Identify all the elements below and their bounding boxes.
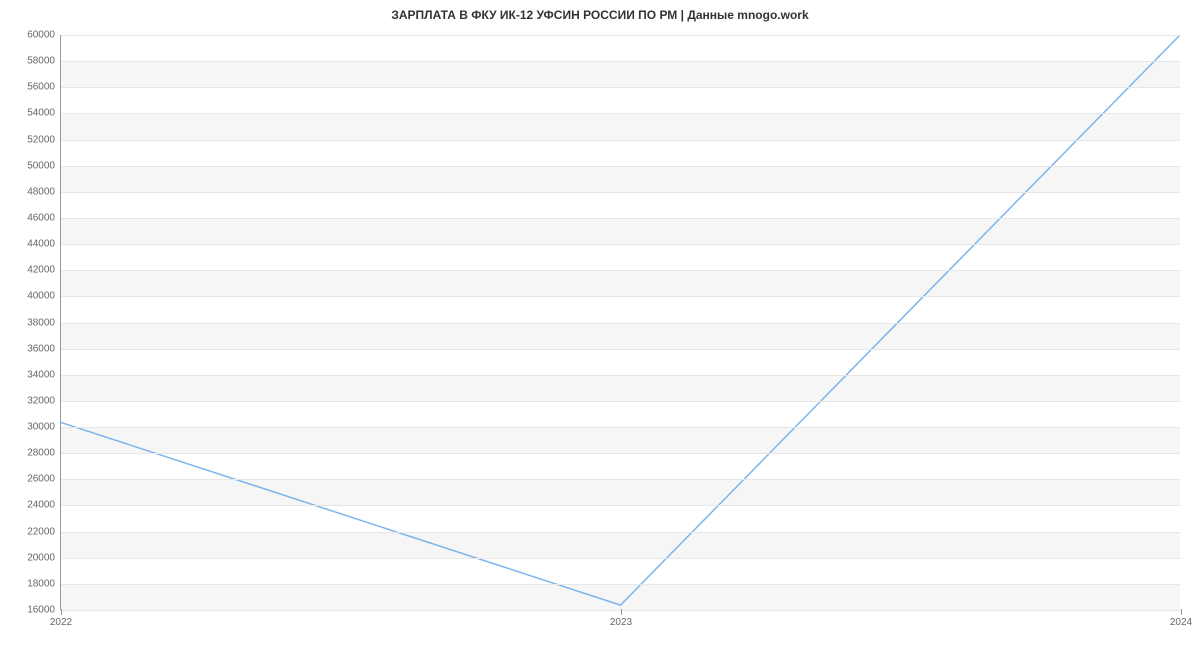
y-tick-label: 32000: [27, 395, 55, 406]
y-tick-label: 44000: [27, 239, 55, 250]
y-gridline: [61, 349, 1180, 350]
y-gridline: [61, 61, 1180, 62]
y-gridline: [61, 87, 1180, 88]
y-tick-label: 46000: [27, 212, 55, 223]
y-tick-label: 22000: [27, 526, 55, 537]
y-tick-label: 36000: [27, 343, 55, 354]
y-tick-label: 42000: [27, 265, 55, 276]
y-gridline: [61, 532, 1180, 533]
chart-title: ЗАРПЛАТА В ФКУ ИК-12 УФСИН РОССИИ ПО РМ …: [0, 8, 1200, 22]
y-gridline: [61, 166, 1180, 167]
y-gridline: [61, 375, 1180, 376]
y-gridline: [61, 427, 1180, 428]
y-gridline: [61, 35, 1180, 36]
plot-area: 1600018000200002200024000260002800030000…: [60, 35, 1180, 610]
y-gridline: [61, 140, 1180, 141]
x-tick: [61, 609, 62, 615]
y-tick-label: 28000: [27, 448, 55, 459]
x-tick-label: 2024: [1170, 617, 1192, 628]
x-tick-label: 2022: [50, 617, 72, 628]
y-tick-label: 26000: [27, 474, 55, 485]
y-gridline: [61, 558, 1180, 559]
y-gridline: [61, 244, 1180, 245]
x-tick: [621, 609, 622, 615]
y-gridline: [61, 401, 1180, 402]
y-tick-label: 24000: [27, 500, 55, 511]
series-salary: [61, 35, 1180, 605]
x-tick-label: 2023: [610, 617, 632, 628]
y-tick-label: 52000: [27, 134, 55, 145]
y-gridline: [61, 296, 1180, 297]
y-gridline: [61, 192, 1180, 193]
y-gridline: [61, 479, 1180, 480]
y-tick-label: 48000: [27, 186, 55, 197]
y-tick-label: 40000: [27, 291, 55, 302]
y-tick-label: 50000: [27, 160, 55, 171]
y-gridline: [61, 584, 1180, 585]
y-tick-label: 16000: [27, 605, 55, 616]
y-tick-label: 38000: [27, 317, 55, 328]
y-tick-label: 58000: [27, 56, 55, 67]
x-tick: [1181, 609, 1182, 615]
y-tick-label: 20000: [27, 552, 55, 563]
y-gridline: [61, 323, 1180, 324]
y-tick-label: 54000: [27, 108, 55, 119]
y-gridline: [61, 218, 1180, 219]
y-gridline: [61, 505, 1180, 506]
y-gridline: [61, 113, 1180, 114]
y-tick-label: 18000: [27, 578, 55, 589]
y-tick-label: 60000: [27, 30, 55, 41]
y-tick-label: 34000: [27, 369, 55, 380]
y-tick-label: 30000: [27, 422, 55, 433]
y-tick-label: 56000: [27, 82, 55, 93]
y-gridline: [61, 453, 1180, 454]
y-gridline: [61, 270, 1180, 271]
salary-line-chart: ЗАРПЛАТА В ФКУ ИК-12 УФСИН РОССИИ ПО РМ …: [0, 0, 1200, 650]
